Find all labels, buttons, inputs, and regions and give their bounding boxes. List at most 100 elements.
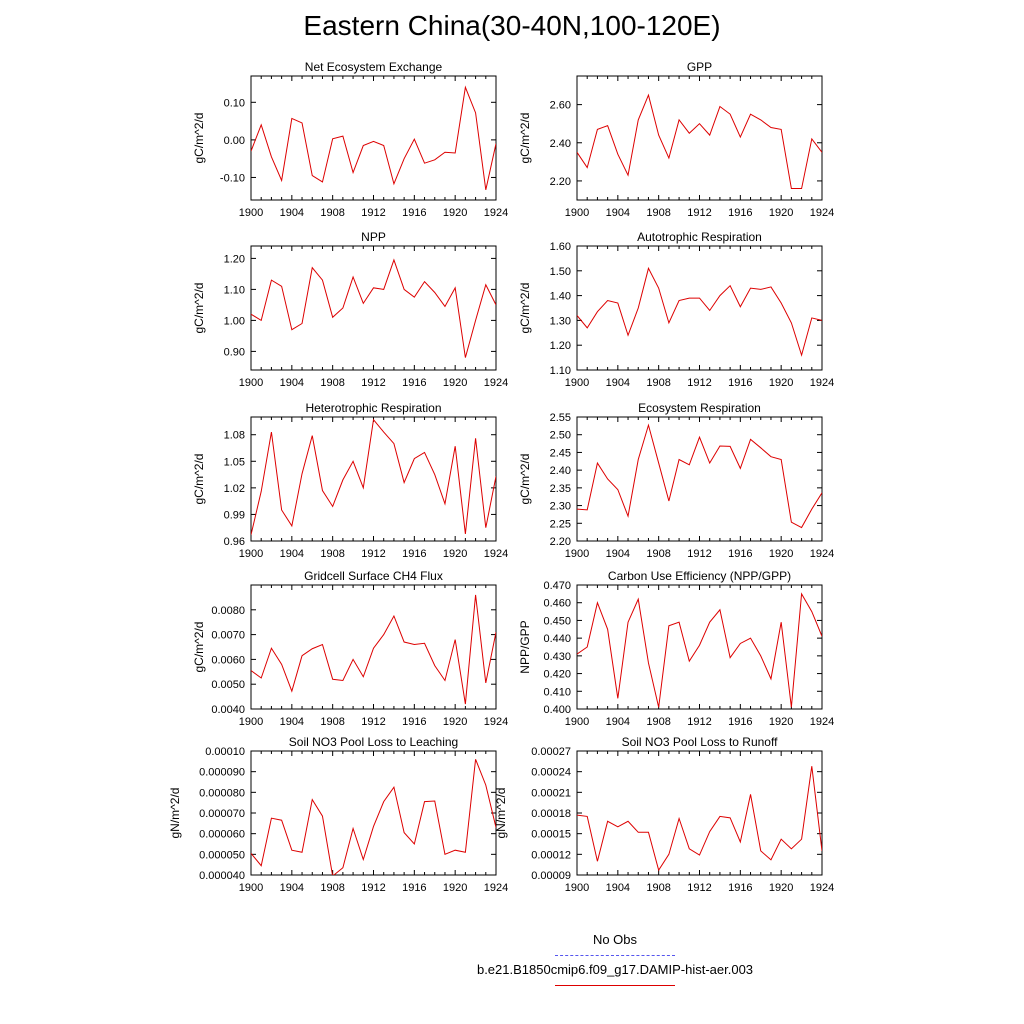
y-tick-label: 0.96 (224, 536, 245, 548)
x-tick-label: 1908 (646, 716, 670, 728)
y-tick-label: 0.0040 (211, 704, 245, 716)
y-axis-label: gN/m^2/d (494, 788, 508, 839)
y-tick-label: 0.00018 (531, 808, 571, 820)
x-tick-label: 1924 (484, 207, 508, 219)
y-tick-label: 0.000060 (199, 829, 245, 841)
x-tick-label: 1904 (280, 548, 304, 560)
panel-title: Gridcell Surface CH4 Flux (304, 569, 443, 583)
y-tick-label: 0.0080 (211, 605, 245, 617)
y-tick-label: 0.0060 (211, 654, 245, 666)
x-tick-label: 1900 (565, 882, 589, 894)
x-tick-label: 1924 (484, 882, 508, 894)
chart-panel-5: 1900 1904 1908 1912 1916 1920 1924 0.96 0.99 1.02… (192, 401, 508, 560)
y-tick-label: 0.000070 (199, 808, 245, 820)
chart-panel-6: 1900 1904 1908 1912 1916 1920 1924 2.20 2.25 2.30… (518, 401, 834, 560)
x-tick-label: 1900 (565, 548, 589, 560)
x-tick-label: 1920 (443, 716, 467, 728)
x-tick-label: 1924 (810, 377, 834, 389)
x-tick-label: 1900 (565, 377, 589, 389)
plot-frame (250, 75, 497, 201)
page-title: Eastern China(30-40N,100-120E) (303, 10, 721, 41)
y-tick-label: 2.40 (550, 138, 571, 150)
y-tick-label: 0.000090 (199, 767, 245, 779)
legend-model-label: b.e21.B1850cmip6.f09_g17.DAMIP-hist-aer.… (476, 962, 754, 977)
y-tick-label: 1.20 (550, 340, 571, 352)
legend-obs-line (555, 955, 675, 956)
x-tick-label: 1912 (687, 716, 711, 728)
x-tick-label: 1908 (320, 548, 344, 560)
y-tick-label: 0.000050 (199, 849, 245, 861)
x-tick-label: 1924 (484, 716, 508, 728)
y-tick-label: 0.00021 (531, 787, 571, 799)
x-tick-label: 1916 (728, 716, 752, 728)
x-tick-label: 1904 (280, 377, 304, 389)
x-tick-label: 1920 (769, 548, 793, 560)
x-tick-label: 1924 (810, 548, 834, 560)
x-tick-label: 1924 (810, 207, 834, 219)
x-tick-label: 1920 (769, 377, 793, 389)
y-axis-label: gC/m^2/d (518, 283, 532, 334)
x-tick-label: 1900 (565, 207, 589, 219)
y-tick-label: 0.400 (543, 704, 571, 716)
y-axis-label: gC/m^2/d (192, 283, 206, 334)
plot-frame (250, 584, 497, 710)
chart-panel-4: 1900 1904 1908 1912 1916 1920 1924 1.10 1.20 1.30… (518, 230, 834, 389)
series-line (577, 423, 822, 529)
x-tick-label: 1916 (402, 207, 426, 219)
x-tick-label: 1920 (769, 882, 793, 894)
x-tick-label: 1912 (687, 377, 711, 389)
chart-panel-9: 1900 1904 1908 1912 1916 1920 1924 0.000040 0.00… (168, 735, 508, 894)
y-tick-label: 0.00012 (531, 849, 571, 861)
y-tick-label: 0.000040 (199, 870, 245, 882)
x-tick-label: 1912 (361, 207, 385, 219)
x-tick-label: 1908 (320, 882, 344, 894)
y-tick-label: 1.02 (224, 483, 245, 495)
y-tick-label: 0.460 (543, 598, 571, 610)
y-axis-label: gC/m^2/d (518, 113, 532, 164)
y-tick-label: 1.00 (224, 315, 245, 327)
x-tick-label: 1924 (484, 548, 508, 560)
plot-frame (576, 584, 823, 710)
x-tick-label: 1900 (239, 377, 263, 389)
y-tick-label: 1.10 (224, 284, 245, 296)
y-tick-label: 0.00 (224, 135, 245, 147)
series-line (577, 592, 822, 708)
y-tick-label: 1.10 (550, 365, 571, 377)
plot-frame (576, 245, 823, 371)
series-line (251, 85, 496, 190)
y-tick-label: 2.50 (550, 430, 571, 442)
x-tick-label: 1908 (646, 882, 670, 894)
x-tick-label: 1904 (606, 377, 630, 389)
panel-title: Heterotrophic Respiration (305, 401, 441, 415)
x-tick-label: 1908 (646, 548, 670, 560)
x-tick-label: 1904 (606, 716, 630, 728)
y-tick-label: 0.410 (543, 686, 571, 698)
y-tick-label: 0.90 (224, 346, 245, 358)
x-tick-label: 1916 (728, 548, 752, 560)
y-tick-label: 0.470 (543, 580, 571, 592)
series-line (251, 594, 496, 705)
x-tick-label: 1916 (402, 882, 426, 894)
plot-frame (250, 245, 497, 371)
panel-title: Carbon Use Efficiency (NPP/GPP) (608, 569, 791, 583)
y-axis-label: gC/m^2/d (518, 454, 532, 505)
chart-panel-3: 1900 1904 1908 1912 1916 1920 1924 0.90 1.00 1.10… (192, 230, 508, 389)
x-tick-label: 1920 (443, 882, 467, 894)
plot-frame (250, 750, 497, 876)
series-line (577, 93, 822, 190)
y-tick-label: 0.0050 (211, 679, 245, 691)
x-tick-label: 1920 (769, 716, 793, 728)
y-tick-label: 0.440 (543, 633, 571, 645)
y-axis-label: gC/m^2/d (192, 113, 206, 164)
x-tick-label: 1924 (810, 716, 834, 728)
panel-title: Autotrophic Respiration (637, 230, 762, 244)
y-tick-label: 0.420 (543, 669, 571, 681)
y-tick-label: 0.99 (224, 509, 245, 521)
x-tick-label: 1912 (687, 207, 711, 219)
x-tick-label: 1900 (239, 548, 263, 560)
y-tick-label: 0.10 (224, 97, 245, 109)
x-tick-label: 1912 (361, 716, 385, 728)
x-tick-label: 1912 (361, 377, 385, 389)
x-tick-label: 1916 (728, 377, 752, 389)
x-tick-label: 1920 (443, 207, 467, 219)
